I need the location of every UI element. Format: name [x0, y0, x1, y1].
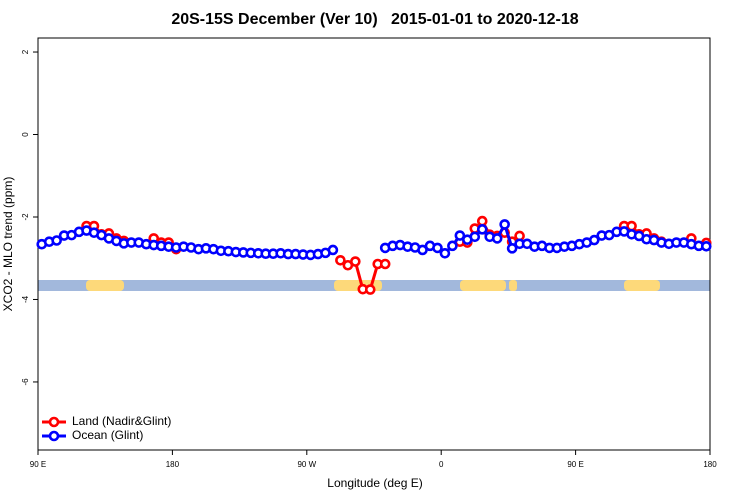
x-tick-label: 0: [439, 460, 444, 469]
x-axis-title: Longitude (deg E): [327, 476, 422, 490]
surface-mask: [38, 280, 710, 291]
y-axis-title: XCO2 - MLO trend (ppm): [1, 177, 15, 312]
y-tick-label: -6: [21, 378, 30, 386]
data-point: [506, 243, 518, 254]
data-point: [476, 215, 488, 227]
data-point: [350, 256, 361, 267]
legend-marker: [48, 416, 60, 428]
data-point: [417, 244, 428, 256]
y-tick-label: -2: [21, 213, 30, 221]
data-point: [364, 284, 376, 295]
data-point: [626, 220, 637, 232]
data-point: [335, 254, 346, 266]
data-point: [327, 244, 339, 256]
x-tick-label: 180: [703, 460, 717, 469]
data-point: [469, 231, 481, 243]
legend-marker: [48, 430, 60, 442]
land-patch: [509, 280, 517, 291]
x-tick-label: 90 E: [567, 460, 583, 469]
land-patch: [624, 280, 660, 291]
data-point: [439, 247, 451, 259]
legend-label: Ocean (Glint): [72, 428, 143, 442]
chart-title: 20S-15S December (Ver 10) 2015-01-01 to …: [171, 11, 578, 28]
data-point: [476, 224, 488, 235]
x-tick-label: 180: [166, 460, 180, 469]
y-tick-label: -4: [21, 295, 30, 303]
y-tick-label: 2: [21, 49, 30, 54]
data-point: [491, 233, 503, 244]
x-tick-label: 90 W: [297, 460, 316, 469]
data-point: [447, 240, 458, 252]
y-tick-label: 0: [21, 132, 30, 137]
land-patch: [86, 280, 124, 291]
data-point: [432, 242, 443, 254]
data-point: [379, 258, 391, 270]
land-patch: [460, 280, 506, 291]
data-point: [454, 230, 466, 241]
x-tick-label: 90 E: [30, 460, 46, 469]
data-point: [700, 240, 712, 252]
data-point: [51, 235, 62, 246]
data-point: [499, 219, 510, 230]
legend-label: Land (Nadir&Glint): [72, 414, 171, 428]
data-point: [588, 234, 600, 246]
